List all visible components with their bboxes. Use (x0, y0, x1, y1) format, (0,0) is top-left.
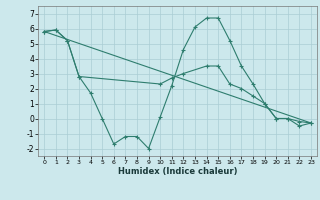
X-axis label: Humidex (Indice chaleur): Humidex (Indice chaleur) (118, 167, 237, 176)
